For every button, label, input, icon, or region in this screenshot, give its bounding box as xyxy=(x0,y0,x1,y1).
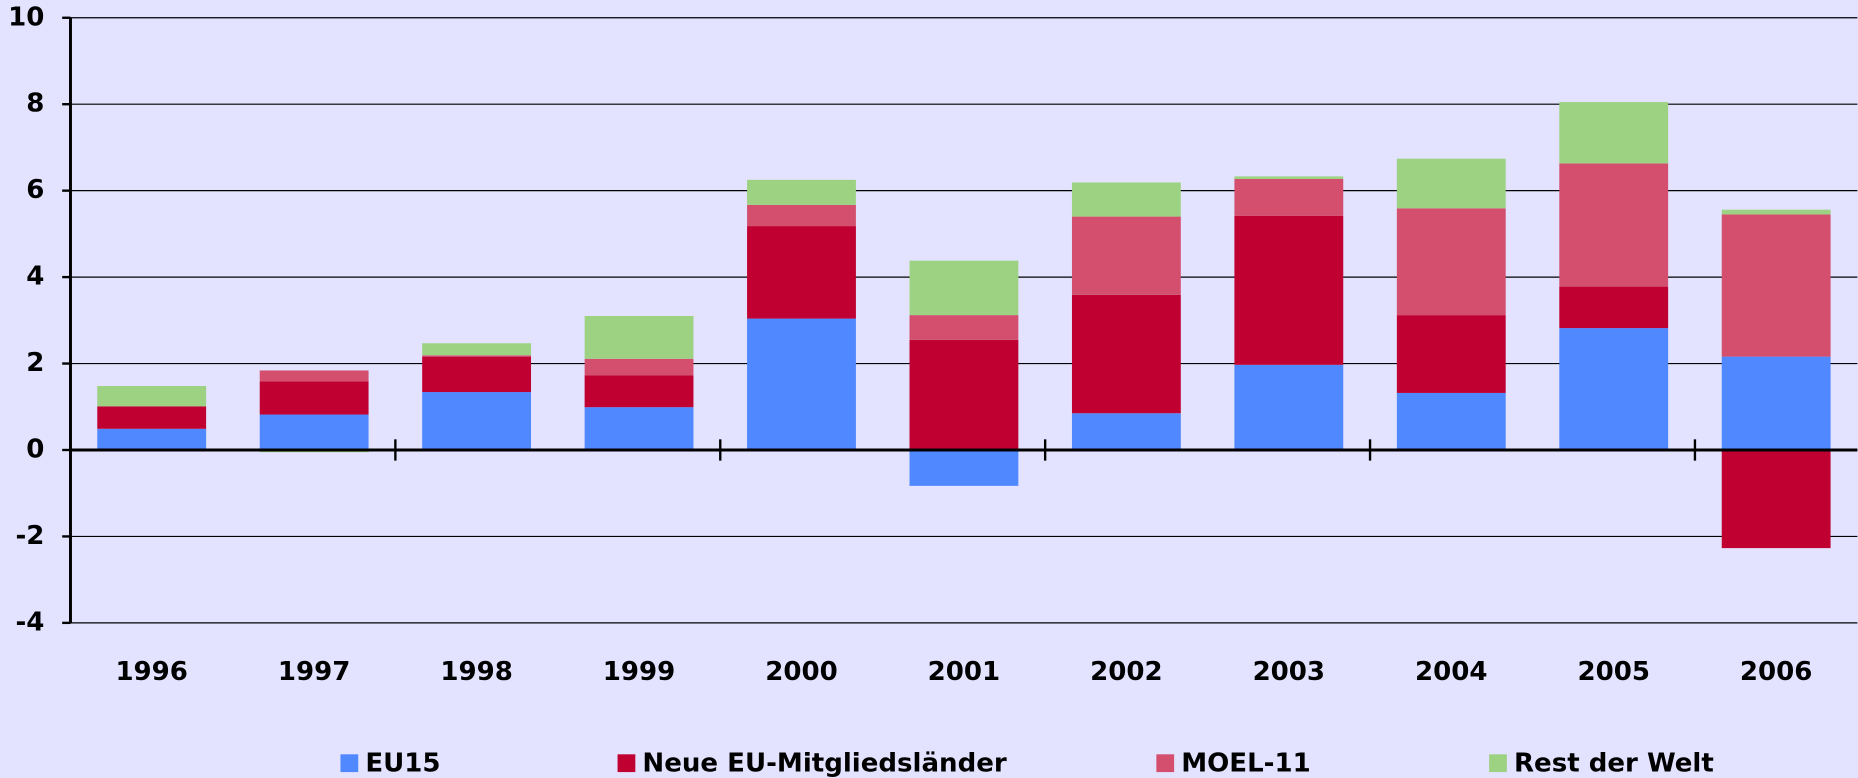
bar-segment xyxy=(259,381,369,415)
y-tick-label: -2 xyxy=(15,521,44,551)
bar-segment xyxy=(1396,158,1506,209)
x-tick-label: 2006 xyxy=(1740,657,1812,687)
bar-segment xyxy=(259,370,369,382)
bar-segment xyxy=(1721,209,1831,215)
x-tick-label: 2005 xyxy=(1577,657,1649,687)
bar-segment xyxy=(97,406,207,429)
x-tick-label: 1999 xyxy=(603,657,676,687)
bar-segment xyxy=(909,449,1019,486)
bar-segment xyxy=(909,315,1019,340)
bar-segment xyxy=(1234,215,1344,365)
bar-segment xyxy=(1071,413,1181,450)
bar-segment xyxy=(584,358,694,376)
bar-segment xyxy=(422,343,532,356)
bar-segment xyxy=(909,339,1019,450)
bar-segment xyxy=(1721,356,1831,450)
bar-segment xyxy=(584,407,694,450)
bar-segment xyxy=(1721,449,1831,549)
bar-segment xyxy=(1396,208,1506,316)
x-tick-label: 2001 xyxy=(928,657,1001,687)
bar-segment xyxy=(97,428,207,450)
legend-swatch xyxy=(340,754,359,773)
legend-label: EU15 xyxy=(365,748,440,778)
bar-segment xyxy=(422,356,532,393)
bar-segment xyxy=(259,414,369,450)
legend-label: Rest der Welt xyxy=(1514,748,1714,778)
bar-segment xyxy=(1234,364,1344,450)
bar-segment xyxy=(1396,392,1506,450)
bar-segment xyxy=(1721,214,1831,357)
legend-swatch xyxy=(1489,754,1507,773)
bar-segment xyxy=(1071,182,1181,217)
bar-segment xyxy=(1559,286,1669,329)
bar-segment xyxy=(1559,328,1669,450)
x-tick-label: 1997 xyxy=(278,657,351,687)
legend-swatch xyxy=(617,754,636,773)
x-tick-label: 2000 xyxy=(765,657,838,687)
legend-label: Neue EU-Mitgliedsländer xyxy=(642,748,1006,778)
bar-segment xyxy=(1396,315,1506,393)
bar-segment xyxy=(747,226,856,319)
x-tick-label: 1998 xyxy=(440,657,513,687)
bar-segment xyxy=(584,375,694,408)
x-tick-label: 2002 xyxy=(1090,657,1163,687)
y-tick-label: 8 xyxy=(26,89,44,119)
bar-segment xyxy=(422,392,532,450)
bar-segment xyxy=(1071,216,1181,295)
bar-segment xyxy=(97,386,207,407)
bar-segment xyxy=(747,318,856,450)
bar-segment xyxy=(1559,163,1669,287)
bar-segment xyxy=(1234,176,1344,179)
bar-segment xyxy=(747,179,856,205)
bar-segment xyxy=(1559,102,1669,164)
bar-segment xyxy=(584,315,694,359)
legend-swatch xyxy=(1156,754,1175,773)
y-tick-label: -4 xyxy=(15,607,44,637)
y-tick-label: 10 xyxy=(8,2,44,32)
x-tick-label: 1996 xyxy=(115,657,187,687)
bar-segment xyxy=(422,355,532,357)
legend-label: MOEL-11 xyxy=(1181,748,1311,778)
bar-segment xyxy=(747,204,856,227)
y-tick-label: 2 xyxy=(26,348,44,378)
bar-segment xyxy=(909,260,1019,316)
y-tick-label: 0 xyxy=(26,434,44,464)
y-tick-label: 6 xyxy=(26,175,44,205)
x-tick-label: 2003 xyxy=(1253,657,1326,687)
bar-segment xyxy=(1071,294,1181,414)
x-tick-label: 2004 xyxy=(1415,657,1487,687)
bar-segment xyxy=(1234,178,1344,216)
y-tick-label: 4 xyxy=(26,262,44,292)
